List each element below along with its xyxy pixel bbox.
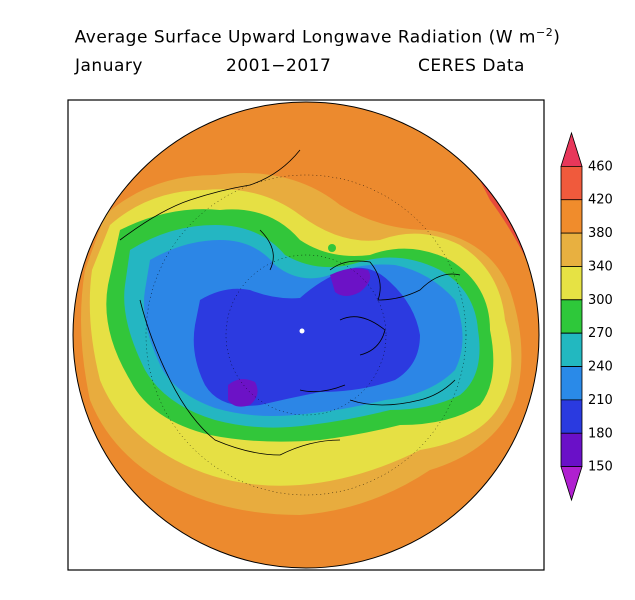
field-purple-2: [228, 379, 258, 407]
colorbar-tick-label: 380: [588, 226, 613, 241]
subtitle-source: CERES Data: [418, 56, 525, 76]
colorbar-segment: [560, 199, 583, 234]
colorbar-tick-label: 240: [588, 360, 613, 375]
latitude-circle: [225, 254, 387, 416]
title-text: Average Surface Upward Longwave Radiatio…: [74, 27, 536, 48]
colorbar-segments: [560, 131, 583, 502]
coastlines: [119, 149, 461, 456]
field-layers: [73, 102, 539, 568]
colorbar-segment: [560, 266, 583, 301]
title-close: ): [553, 27, 561, 48]
colorbar-tick-label: 180: [588, 426, 613, 441]
colorbar-segment: [560, 366, 583, 401]
chart-title: Average Surface Upward Longwave Radiatio…: [0, 26, 635, 48]
colorbar-labels: 460 420 380 340 300 270 240 210 180 150: [588, 159, 613, 474]
coastline-arctic-islands: [299, 316, 386, 393]
colorbar-segment: [560, 332, 583, 367]
latitude-circle: [145, 174, 467, 496]
colorbar-tick-label: 300: [588, 293, 613, 308]
colorbar-segment: [560, 232, 583, 267]
coastline-north-america: [329, 260, 461, 406]
field-darkblue: [193, 267, 420, 406]
colorbar-segment: [560, 466, 583, 502]
field-purple-1: [330, 268, 371, 296]
colorbar-segment: [560, 432, 583, 468]
title-exponent: −2: [536, 26, 554, 39]
north-pole-marker: [299, 328, 305, 334]
colorbar-tick-label: 150: [588, 460, 613, 475]
map-disk-outline: [72, 101, 540, 569]
coastline-eurasia: [119, 149, 341, 456]
colorbar-tick-label: 270: [588, 326, 613, 341]
subtitle-month: January: [75, 56, 143, 76]
colorbar-tick-label: 460: [588, 159, 613, 174]
colorbar-segment: [560, 299, 583, 334]
colorbar-segment: [560, 131, 583, 167]
colorbar-tick-label: 340: [588, 259, 613, 274]
colorbar-tick-label: 420: [588, 193, 613, 208]
colorbar-segment: [560, 399, 583, 434]
field-green-island: [328, 244, 336, 252]
colorbar-tick-label: 210: [588, 393, 613, 408]
graticule: [145, 174, 467, 496]
subtitle-years: 2001−2017: [226, 56, 332, 76]
colorbar-segment: [560, 165, 583, 201]
